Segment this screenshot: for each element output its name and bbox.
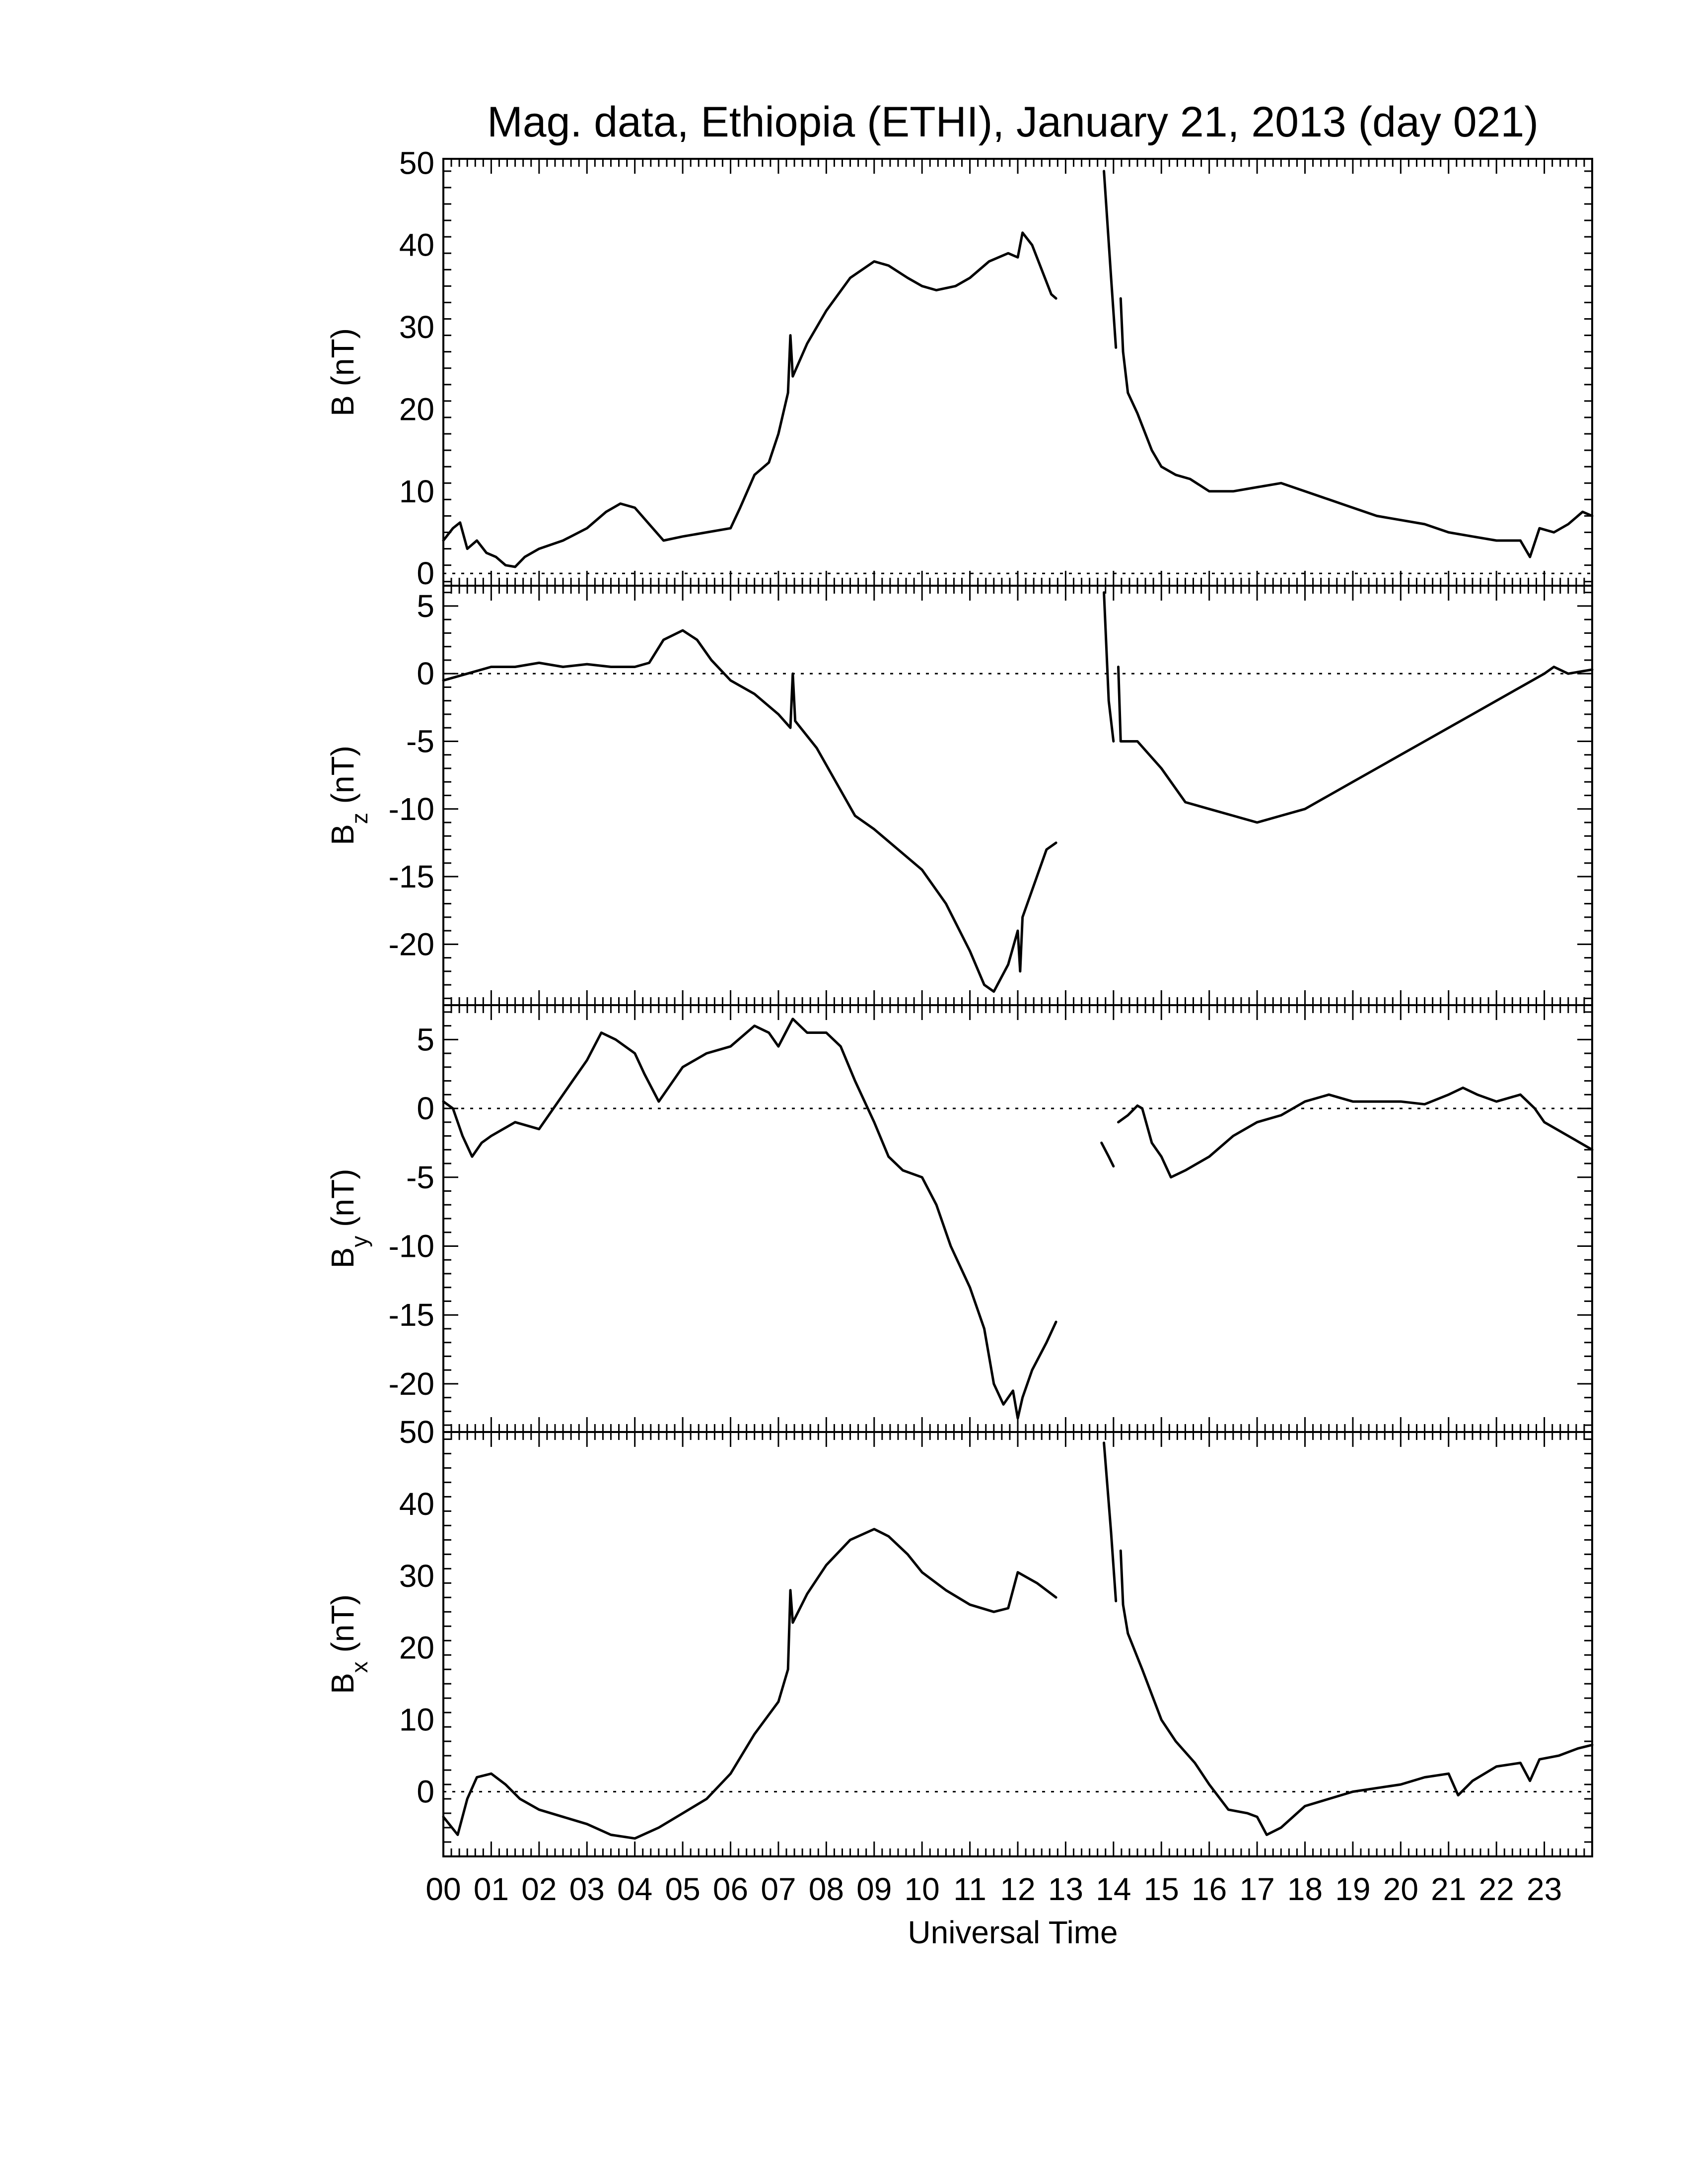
y-axis-label-unit: (nT)	[325, 1169, 360, 1236]
y-axis-label-main: B	[325, 824, 360, 845]
y-axis-label-main: B	[325, 395, 360, 416]
x-tick-label: 19	[1335, 1871, 1370, 1907]
data-trace-segment	[442, 1018, 1057, 1420]
y-tick-label: 5	[417, 588, 434, 624]
plot-frame	[442, 1004, 1593, 1433]
panel-by: 5 0 -5 -10 -15 -20 By (nT)	[325, 1004, 1594, 1433]
x-tick-label: 08	[809, 1871, 844, 1907]
x-tick-label: 09	[856, 1871, 892, 1907]
y-tick-label: -10	[389, 791, 435, 827]
y-tick-label: 40	[399, 227, 434, 263]
x-tick-label: 17	[1239, 1871, 1274, 1907]
x-tick-label: 15	[1144, 1871, 1179, 1907]
data-trace-segment	[442, 231, 1057, 568]
data-trace-segment	[442, 1528, 1057, 1840]
plot-frame	[442, 158, 1593, 587]
x-tick-label: 22	[1479, 1871, 1514, 1907]
y-axis-label-main: B	[325, 1247, 360, 1269]
x-tick-label: 20	[1383, 1871, 1418, 1907]
x-tick-label: 16	[1192, 1871, 1227, 1907]
y-tick-label: -10	[389, 1228, 435, 1264]
y-tick-label: -15	[389, 1297, 435, 1333]
panel-bx: 0 10 20 30 40 50 Bx (nT) 00 01 02 03 04 05 06 07 08 09 10…	[325, 1414, 1594, 1907]
y-tick-label: 0	[417, 1774, 434, 1810]
x-tick-label: 13	[1048, 1871, 1083, 1907]
y-axis-label-unit: (nT)	[325, 746, 360, 813]
y-axis-label-subscript: y	[347, 1236, 372, 1247]
y-tick-label: -20	[389, 926, 435, 962]
y-axis-label-subscript: z	[347, 813, 372, 824]
data-trace-segment	[1119, 297, 1594, 558]
x-tick-label: 05	[665, 1871, 700, 1907]
data-trace-segment	[1117, 666, 1594, 824]
x-tick-label: 23	[1527, 1871, 1562, 1907]
x-tick-label: 04	[617, 1871, 652, 1907]
y-tick-label: 0	[417, 555, 434, 591]
x-axis-label: Universal Time	[908, 1914, 1118, 1950]
y-tick-label: 50	[399, 145, 434, 181]
chart-title: Mag. data, Ethiopia (ETHI), January 21, …	[487, 98, 1539, 146]
y-tick-label: 30	[399, 1558, 434, 1594]
y-axis-label-unit: (nT)	[325, 1594, 360, 1661]
y-tick-label: 10	[399, 474, 434, 509]
y-tick-label: 5	[417, 1022, 434, 1057]
data-trace-segment	[1103, 591, 1115, 743]
panel-bz: 5 0 -5 -10 -15 -20 Bz (nT)	[325, 585, 1594, 1006]
y-axis-label-unit: (nT)	[325, 328, 360, 395]
y-tick-label: 30	[399, 309, 434, 345]
x-tick-label: 18	[1287, 1871, 1323, 1907]
y-axis-label: B (nT)	[325, 328, 360, 416]
y-tick-label: -5	[406, 723, 434, 759]
y-axis-label: Bx (nT)	[325, 1594, 372, 1694]
x-tick-label: 02	[521, 1871, 557, 1907]
y-tick-label: 50	[399, 1414, 434, 1450]
y-axis-label: By (nT)	[325, 1169, 372, 1269]
y-tick-label: -5	[406, 1160, 434, 1195]
y-tick-label: 10	[399, 1702, 434, 1738]
data-trace-segment	[1117, 1087, 1594, 1179]
x-tick-label: 10	[905, 1871, 940, 1907]
data-trace-segment	[442, 629, 1057, 993]
data-trace-segment	[1103, 170, 1118, 349]
x-tick-label: 07	[761, 1871, 796, 1907]
y-tick-label: -15	[389, 859, 435, 894]
data-trace-segment	[1100, 1141, 1115, 1168]
x-tick-label: 01	[474, 1871, 509, 1907]
x-tick-label: 11	[953, 1871, 986, 1907]
panel-b-total: 0 10 20 30 40 50 B (nT)	[325, 145, 1594, 591]
x-tick-label: 06	[713, 1871, 748, 1907]
y-tick-label: 0	[417, 1091, 434, 1126]
y-axis-label-subscript: x	[347, 1661, 372, 1673]
y-tick-label: 20	[399, 391, 434, 427]
x-tick-label: 21	[1431, 1871, 1466, 1907]
x-tick-label: 03	[569, 1871, 605, 1907]
x-tick-label: 00	[425, 1871, 461, 1907]
y-tick-label: 40	[399, 1486, 434, 1522]
y-axis-label: Bz (nT)	[325, 746, 372, 845]
y-tick-label: 0	[417, 656, 434, 691]
x-tick-label: 14	[1096, 1871, 1131, 1907]
y-tick-label: 20	[399, 1630, 434, 1666]
plot-frame	[442, 1431, 1593, 1857]
y-tick-label: -20	[389, 1366, 435, 1402]
x-tick-label: 12	[1000, 1871, 1035, 1907]
y-axis-label-main: B	[325, 1673, 360, 1694]
data-trace-segment	[1119, 1549, 1594, 1836]
data-trace-segment	[1103, 1441, 1118, 1603]
